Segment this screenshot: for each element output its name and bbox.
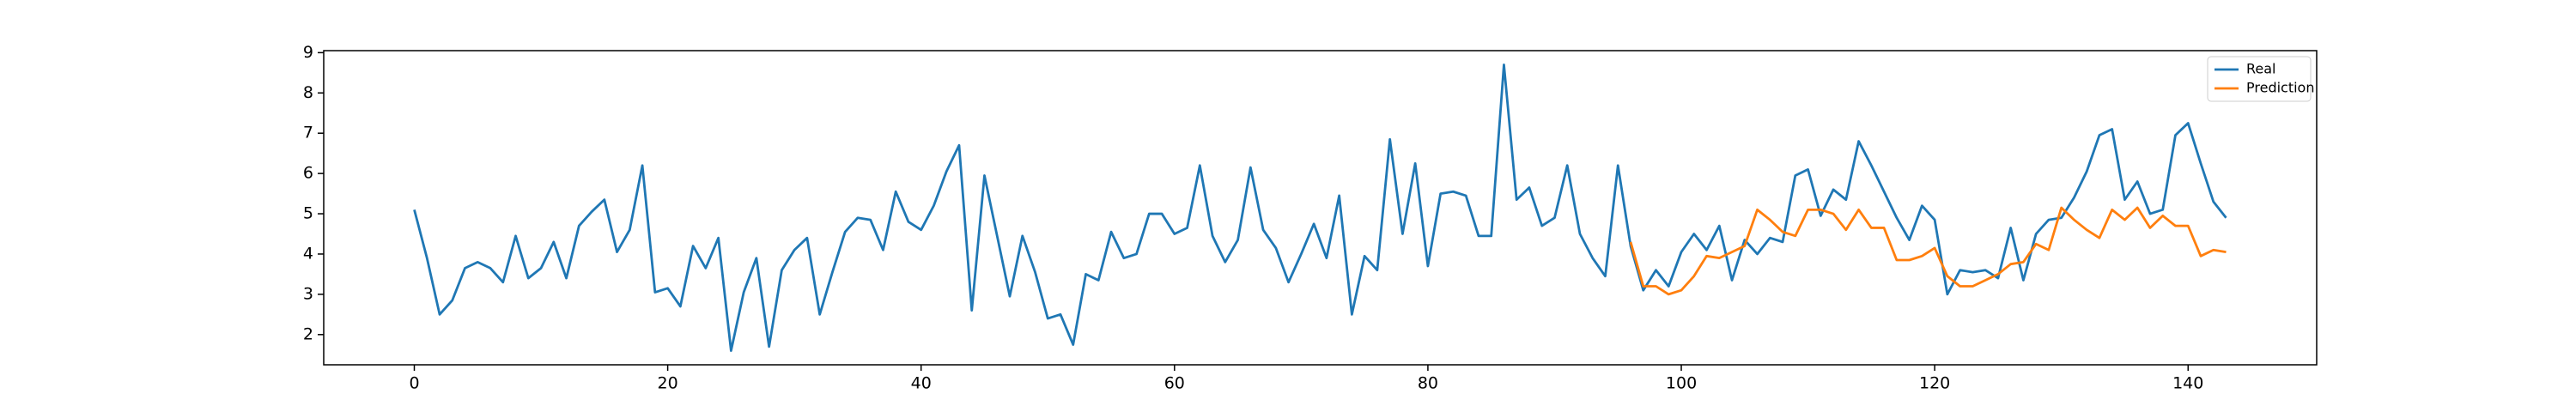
x-tick-label: 40 [911, 374, 932, 393]
y-tick-label: 5 [303, 204, 313, 223]
y-tick-label: 7 [303, 124, 313, 142]
y-tick-label: 3 [303, 284, 313, 303]
legend-label: Prediction [2246, 80, 2314, 96]
plot-frame [323, 50, 2318, 366]
legend-box [2207, 56, 2312, 102]
x-tick-label: 100 [1666, 374, 1697, 393]
series-line [1629, 206, 2227, 296]
x-tick-label: 0 [409, 374, 419, 393]
y-tick-label: 9 [303, 43, 313, 62]
x-tick-label: 60 [1164, 374, 1185, 393]
x-tick-label: 140 [2172, 374, 2203, 393]
series-line [413, 64, 2227, 352]
x-tick-label: 20 [658, 374, 678, 393]
y-tick-label: 4 [303, 244, 313, 263]
y-tick-label: 6 [303, 164, 313, 183]
x-tick-label: 120 [1919, 374, 1950, 393]
y-tick-label: 8 [303, 83, 313, 102]
y-tick-label: 2 [303, 324, 313, 343]
legend-label: Real [2246, 61, 2276, 77]
x-tick-label: 80 [1418, 374, 1438, 393]
